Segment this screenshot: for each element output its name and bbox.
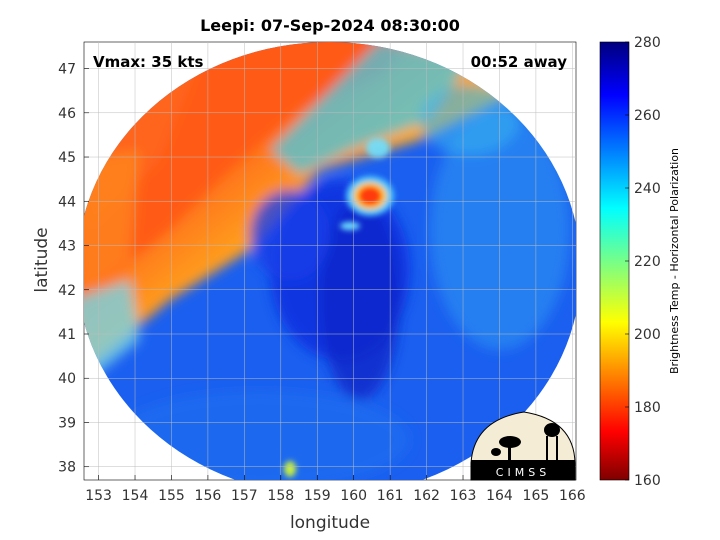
x-tick-label: 166 <box>559 488 586 504</box>
x-tick-label: 159 <box>304 488 331 504</box>
x-axis: 153 154 155 156 157 158 159 160 161 162 163 164 165 1… <box>85 475 586 504</box>
y-axis-label: latitude <box>32 227 52 292</box>
logo-text: CIMSS <box>496 466 550 479</box>
colorbar-tick-label: 200 <box>634 327 661 343</box>
y-tick-label: 41 <box>58 327 76 343</box>
vmax-annotation: Vmax: 35 kts <box>93 53 203 71</box>
x-tick-label: 157 <box>231 488 258 504</box>
y-tick-label: 46 <box>58 106 76 122</box>
colorbar <box>599 41 630 481</box>
x-tick-label: 163 <box>450 488 477 504</box>
x-tick-label: 162 <box>413 488 440 504</box>
colorbar-tick-label: 180 <box>634 400 661 416</box>
y-tick-label: 40 <box>58 371 76 387</box>
colorbar-ticks: 160 180 200 220 240 260 280 <box>625 35 661 489</box>
colorbar-tick-label: 160 <box>634 473 661 489</box>
x-tick-label: 156 <box>195 488 222 504</box>
y-tick-label: 43 <box>58 239 76 255</box>
y-tick-label: 47 <box>58 62 76 78</box>
x-axis-label: longitude <box>290 513 370 533</box>
colorbar-tick-label: 280 <box>634 35 661 51</box>
colorbar-tick-label: 260 <box>634 108 661 124</box>
x-tick-label: 161 <box>377 488 404 504</box>
x-tick-label: 158 <box>267 488 294 504</box>
time-away-annotation: 00:52 away <box>471 53 568 71</box>
colorbar-tick-label: 220 <box>634 254 661 270</box>
x-tick-label: 160 <box>340 488 367 504</box>
y-tick-label: 44 <box>58 194 76 210</box>
chart-title: Leepi: 07-Sep-2024 08:30:00 <box>200 16 460 35</box>
water-tower-icon <box>544 423 560 437</box>
colorbar-tick-label: 240 <box>634 181 661 197</box>
x-tick-label: 155 <box>158 488 185 504</box>
satellite-dish-icon <box>499 436 521 448</box>
x-tick-label: 153 <box>85 488 112 504</box>
x-tick-label: 165 <box>523 488 550 504</box>
y-axis: 38 39 40 41 42 43 44 45 46 47 <box>58 62 89 476</box>
cimss-logo: CIMSS <box>470 411 576 481</box>
y-tick-label: 38 <box>58 460 76 476</box>
colorbar-label: Brightness Temp - Horizontal Polarizatio… <box>668 148 681 374</box>
x-tick-label: 154 <box>122 488 149 504</box>
y-tick-label: 42 <box>58 283 76 299</box>
y-tick-label: 45 <box>58 150 76 166</box>
y-tick-label: 39 <box>58 415 76 431</box>
x-tick-label: 164 <box>486 488 513 504</box>
